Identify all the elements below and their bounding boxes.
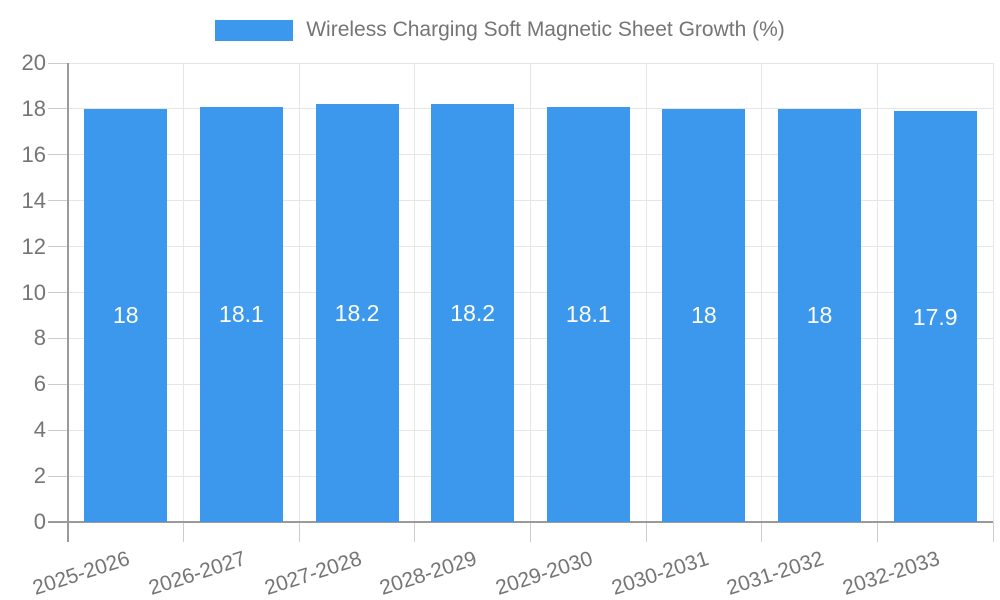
gridline-vertical [992,63,994,522]
x-axis-category-label: 2032-2033 [839,547,943,600]
y-axis-tick-label: 6 [33,371,46,397]
y-axis-tick [48,383,68,385]
legend-label: Wireless Charging Soft Magnetic Sheet Gr… [306,18,785,41]
x-axis-category-label: 2031-2032 [724,547,827,600]
y-axis-tick-label: 10 [21,279,46,305]
x-axis-tick [761,522,763,542]
y-axis-tick [48,62,68,64]
y-axis-tick [48,292,68,293]
y-axis-tick-label: 4 [33,417,46,443]
bar[interactable] [546,106,630,522]
y-axis-tick-label: 20 [21,50,46,75]
bar[interactable] [431,104,515,522]
gridline-vertical [761,63,763,522]
y-axis-tick [48,429,68,431]
bar-value-label: 17.9 [912,303,958,330]
x-axis-tick [183,522,185,542]
gridline-vertical [645,63,647,522]
gridline-vertical [414,63,416,522]
gridline-vertical [876,63,878,522]
y-axis-tick-label: 12 [21,233,46,259]
chart-legend: Wireless Charging Soft Magnetic Sheet Gr… [0,17,1000,43]
x-axis-category-label: 2028-2029 [377,547,480,600]
x-axis-category-label: 2025-2026 [30,547,133,600]
bar[interactable] [662,108,746,522]
y-axis-tick-label: 8 [33,325,46,351]
gridline-vertical [530,63,531,522]
x-axis-tick [876,522,878,542]
bar[interactable] [315,104,399,522]
y-axis-tick-label: 0 [33,509,46,534]
y-axis-tick [48,200,68,202]
y-axis-tick-label: 14 [21,187,46,213]
y-axis-tick [48,475,68,477]
x-axis-tick [992,522,994,542]
x-axis-category-label: 2029-2030 [492,547,596,600]
gridline-vertical [183,63,185,522]
legend-swatch [215,19,294,41]
y-axis-tick [48,337,68,339]
y-axis-tick [48,246,68,248]
y-axis-tick-label: 18 [21,95,46,121]
bar[interactable] [893,111,977,522]
bar[interactable] [778,108,862,522]
x-axis-tick [414,522,416,542]
bar[interactable] [84,108,168,522]
x-axis-tick [530,522,531,542]
gridline-vertical [298,63,300,522]
x-axis-tick [298,522,300,542]
y-axis-line [67,63,69,542]
y-axis-tick [48,154,68,156]
bar-value-label: 18 [113,302,139,329]
bar-value-label: 18.2 [334,300,380,327]
x-axis-category-label: 2026-2027 [145,547,249,600]
y-axis-tick-label: 2 [33,463,46,489]
bar-value-label: 18 [691,302,717,329]
x-axis-line [48,521,993,523]
bar[interactable] [199,106,283,522]
x-axis-category-label: 2027-2028 [261,547,365,600]
bar-value-label: 18.2 [450,300,496,327]
x-axis-category-label: 2030-2031 [608,547,712,600]
x-axis-tick [645,522,647,542]
y-axis-tick [48,108,68,110]
bar-value-label: 18.1 [219,301,264,328]
bar-value-label: 18.1 [565,301,611,328]
bar-value-label: 18 [806,302,833,329]
y-axis-tick-label: 16 [21,141,46,167]
